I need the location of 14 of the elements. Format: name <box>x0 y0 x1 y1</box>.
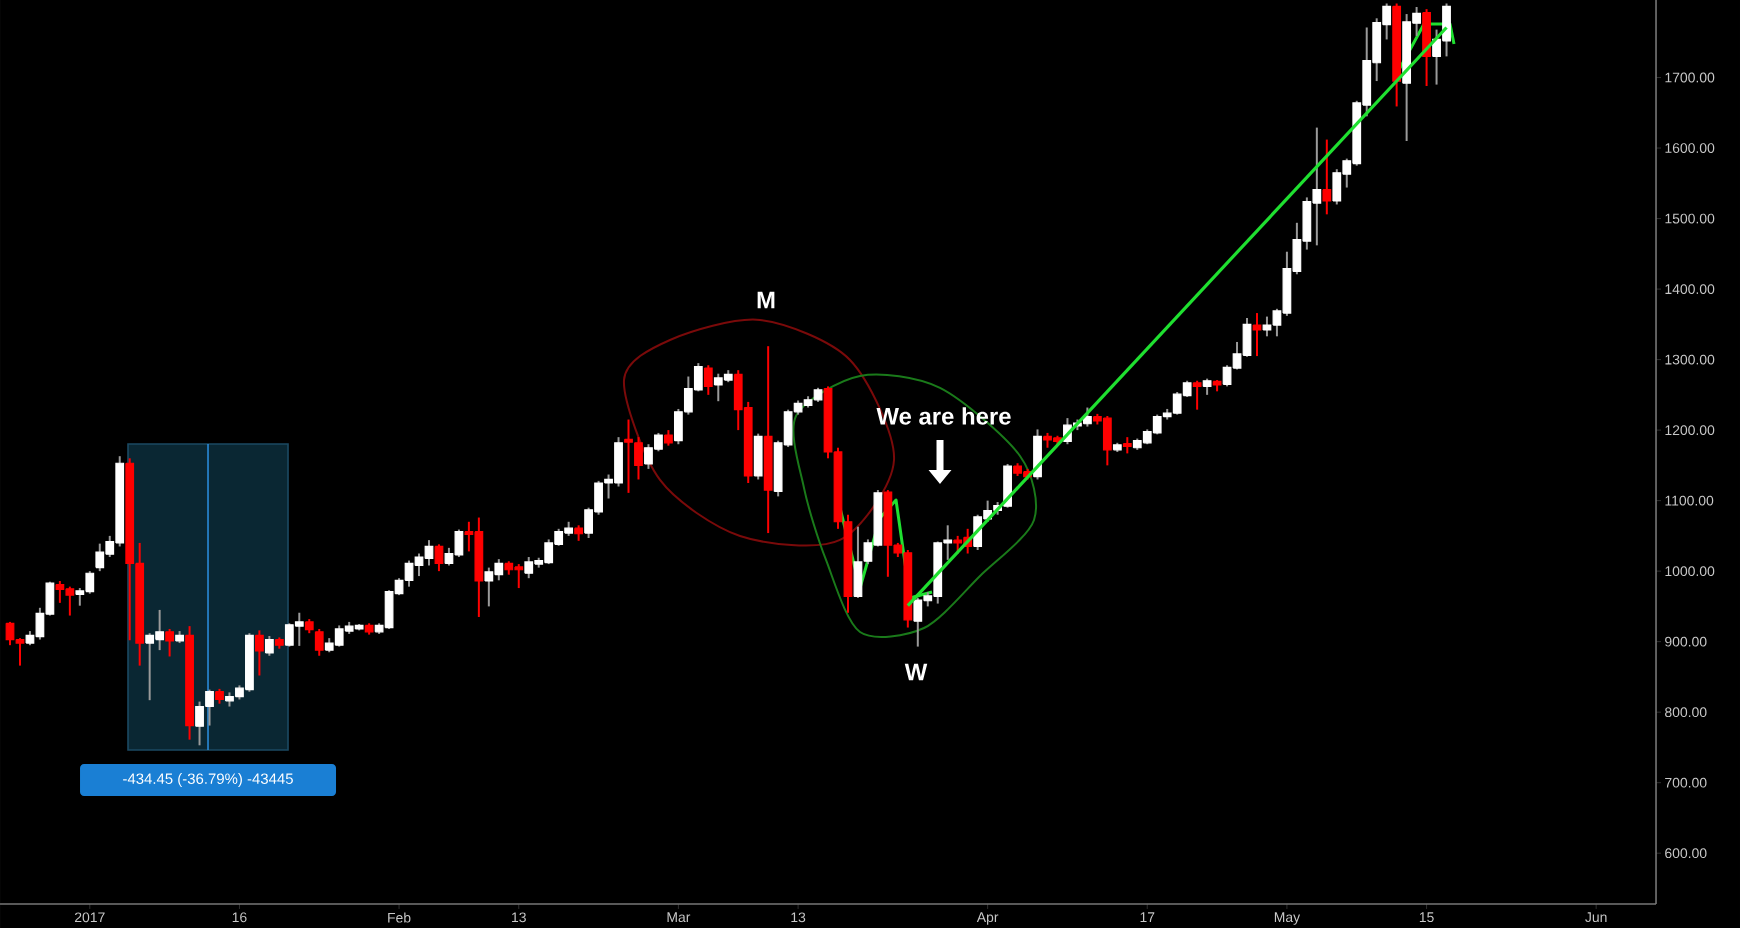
candlestick <box>1322 138 1332 216</box>
candlestick <box>1252 312 1262 358</box>
candlestick <box>703 364 713 396</box>
candlestick <box>434 543 444 573</box>
annotation: W <box>904 663 928 681</box>
candlestick <box>753 432 763 481</box>
candlestick <box>255 629 264 677</box>
candlestick <box>314 627 324 657</box>
candlestick <box>1192 379 1202 411</box>
annotation: M <box>757 291 775 309</box>
annotation: We are here <box>876 407 1011 425</box>
candlestick <box>1422 8 1431 87</box>
candlestick <box>165 627 174 658</box>
candlestick <box>264 635 274 657</box>
